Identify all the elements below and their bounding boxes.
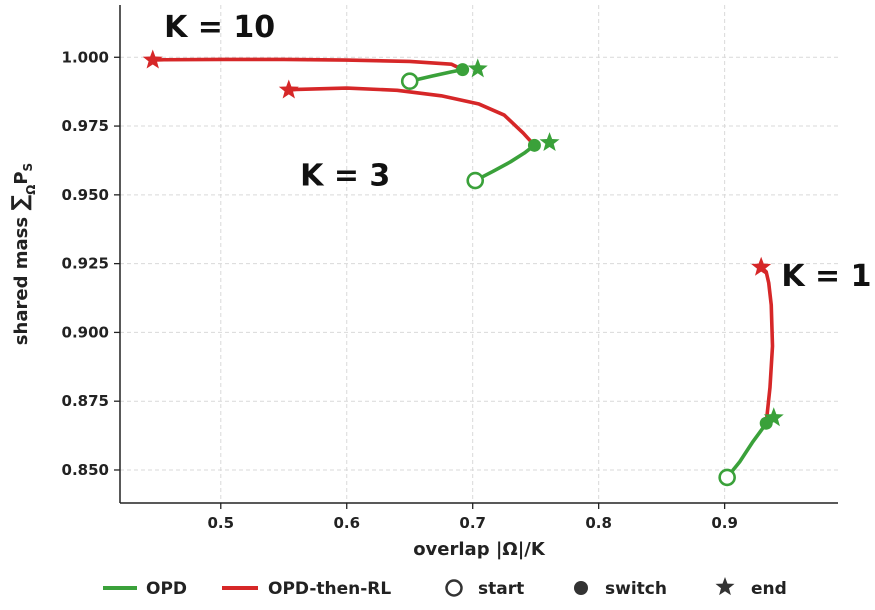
legend-switch-icon xyxy=(574,581,588,595)
x-tick-label: 0.7 xyxy=(459,514,486,532)
switch-marker-opd-k10 xyxy=(456,63,470,77)
y-tick-label: 0.950 xyxy=(62,186,109,204)
legend-label-opd-then-rl: OPD-then-RL xyxy=(268,579,391,599)
legend-start-icon xyxy=(445,579,463,597)
end-marker-opd-k10 xyxy=(467,58,488,78)
x-tick-label: 0.9 xyxy=(711,514,738,532)
legend: OPD OPD-then-RL start switch end xyxy=(103,577,787,599)
series-line-opd-then-rl-k10 xyxy=(150,57,465,72)
grid xyxy=(120,5,838,503)
y-axis-label-sub: Ω xyxy=(24,185,38,195)
y-tick-label: 0.900 xyxy=(62,323,109,341)
y-axis-label: shared mass ∑ΩPS xyxy=(8,163,38,345)
annotations: K = 10 K = 3 K = 1 xyxy=(164,10,871,294)
axes xyxy=(119,5,838,504)
end-marker-opd-then-rl-k3 xyxy=(278,79,299,99)
x-tick-label: 0.6 xyxy=(333,514,360,532)
end-marker-opd-then-rl-k10 xyxy=(142,49,163,69)
y-axis-label-p: P xyxy=(11,171,32,184)
annotation-k-0: K = 10 xyxy=(164,10,275,45)
y-tick-label: 0.875 xyxy=(62,392,109,410)
y-ticks: 0.850 0.875 0.900 0.925 0.950 0.975 1.000 xyxy=(62,48,120,479)
start-marker-opd-k1 xyxy=(718,468,736,487)
y-tick-label: 1.000 xyxy=(62,48,109,66)
x-ticks: 0.5 0.6 0.7 0.8 0.9 xyxy=(207,503,738,532)
markers-layer xyxy=(142,49,784,487)
end-marker-opd-then-rl-k1 xyxy=(751,256,772,276)
start-marker-opd-k10 xyxy=(400,72,419,91)
y-tick-label: 0.975 xyxy=(62,117,109,135)
x-tick-label: 0.5 xyxy=(207,514,234,532)
legend-label-opd: OPD xyxy=(146,579,187,599)
start-marker-opd-k3 xyxy=(466,171,485,190)
annotation-k-2: K = 1 xyxy=(781,259,871,294)
legend-label-end: end xyxy=(751,579,787,599)
x-axis-label: overlap |Ω|/K xyxy=(413,539,546,560)
legend-star-shape xyxy=(715,577,735,596)
y-tick-label: 0.850 xyxy=(62,461,109,479)
series-line-opd-then-rl-k1 xyxy=(759,265,775,426)
legend-label-start: start xyxy=(478,579,524,599)
series-line-opd-then-rl-k3 xyxy=(286,86,537,148)
y-axis-label-ps: S xyxy=(21,163,35,172)
end-marker-opd-k3 xyxy=(539,132,560,152)
series-line-opd-k1 xyxy=(725,421,768,480)
x-tick-label: 0.8 xyxy=(585,514,612,532)
series-line-opd-k3 xyxy=(473,143,537,183)
y-tick-label: 0.925 xyxy=(62,255,109,273)
y-axis-label-sum: ∑ xyxy=(8,195,33,211)
switch-marker-opd-k3 xyxy=(527,138,541,152)
annotation-k-1: K = 3 xyxy=(300,159,390,194)
legend-label-switch: switch xyxy=(605,579,667,599)
svg-text:shared mass ∑ΩPS: shared mass ∑ΩPS xyxy=(8,163,38,345)
y-axis-label-text: shared mass xyxy=(11,211,32,346)
series-layer xyxy=(150,57,775,480)
end-marker-opd-k1 xyxy=(763,407,784,427)
legend-end-star-icon xyxy=(715,577,735,596)
